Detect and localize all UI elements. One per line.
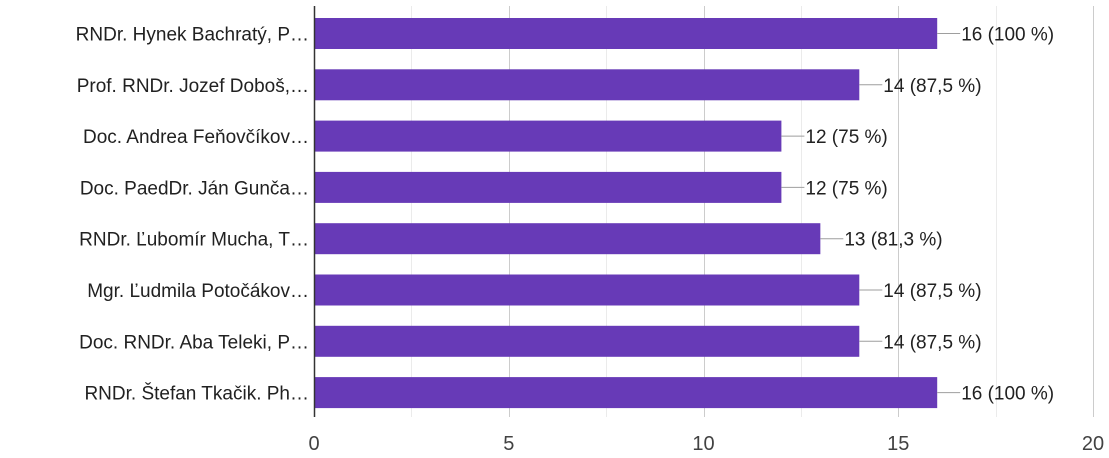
bar: [314, 326, 859, 357]
category-label: RNDr. Hynek Bachratý, P…: [76, 25, 309, 46]
bar: [314, 69, 859, 100]
category-labels: RNDr. Hynek Bachratý, P… Prof. RNDr. Joze…: [76, 25, 309, 405]
x-tick-label: 5: [503, 433, 514, 453]
data-label: 12 (75 %): [805, 178, 887, 199]
category-label: RNDr. Štefan Tkačik. Ph…: [84, 383, 309, 405]
x-axis-ticks: 0 5 10 15 20: [308, 433, 1104, 453]
bars: [314, 18, 937, 408]
data-label: 14 (87,5 %): [883, 281, 981, 302]
data-label: 14 (87,5 %): [883, 332, 981, 353]
bar: [314, 275, 859, 306]
data-label: 14 (87,5 %): [883, 76, 981, 97]
data-label: 16 (100 %): [961, 384, 1054, 405]
bar: [314, 18, 937, 49]
bar: [314, 121, 781, 152]
category-label: RNDr. Ľubomír Mucha, T…: [79, 230, 309, 251]
data-label: 12 (75 %): [805, 127, 887, 148]
category-label: Mgr. Ľudmila Potočákov…: [87, 281, 309, 302]
x-tick-label: 15: [887, 433, 909, 453]
category-label: Doc. PaedDr. Ján Gunča…: [80, 178, 309, 199]
category-label: Prof. RNDr. Jozef Doboš,…: [77, 76, 309, 97]
data-label: 16 (100 %): [961, 25, 1054, 46]
bar: [314, 223, 820, 254]
category-label: Doc. RNDr. Aba Teleki, P…: [79, 332, 309, 353]
category-label: Doc. Andrea Feňovčíkov…: [83, 127, 309, 148]
data-label: 13 (81,3 %): [844, 230, 942, 251]
bar: [314, 172, 781, 203]
bar: [314, 377, 937, 408]
x-tick-label: 20: [1082, 433, 1104, 453]
x-tick-label: 0: [308, 433, 319, 453]
x-tick-label: 10: [692, 433, 714, 453]
